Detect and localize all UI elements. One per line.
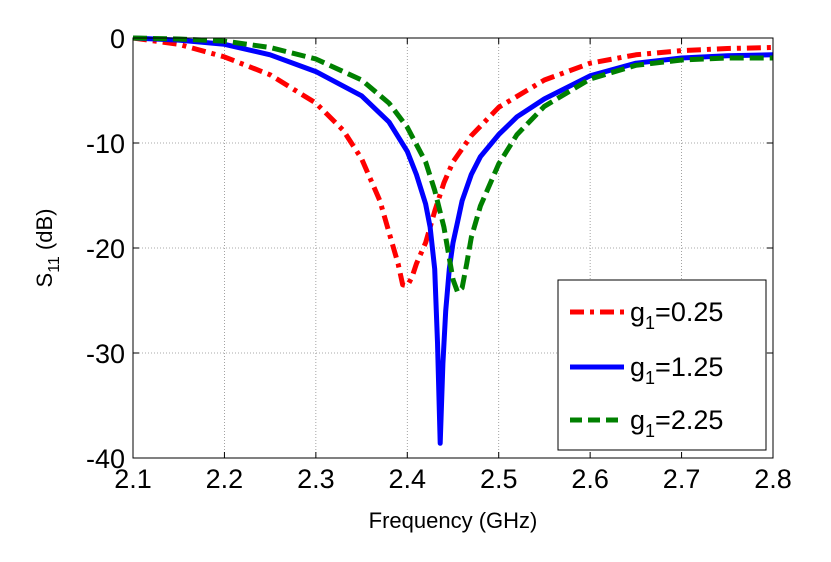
y-axis-label-sub: 11 (46, 256, 63, 273)
x-tick-label-2-3: 2.3 (297, 464, 335, 494)
y-tick-label-40: -40 (86, 444, 125, 474)
legend-label-rest: =1.25 (655, 352, 723, 382)
x-tick-label-2-5: 2.5 (480, 464, 518, 494)
y-tick-label-20: -20 (86, 234, 125, 264)
legend-label-main: g (630, 352, 645, 382)
y-axis-label: S11 (dB) (32, 209, 63, 288)
legend-label-main: g (630, 297, 645, 327)
y-tick-label-10: -10 (86, 129, 125, 159)
series-layer (132, 35, 774, 446)
x-tick-label-2-4: 2.4 (389, 464, 427, 494)
x-tick-label-2-6: 2.6 (571, 464, 609, 494)
legend-label-rest: =2.25 (655, 405, 723, 435)
legend-label-sub: 1 (645, 421, 655, 441)
x-tick-label-2-8: 2.8 (754, 464, 792, 494)
y-tick-label-0: 0 (110, 24, 125, 54)
y-axis-label-rest: (dB) (32, 209, 57, 257)
legend-label-g1-1-25: g1=1.25 (630, 352, 723, 388)
y-axis-label-main: S (32, 273, 57, 288)
x-tick-label-2-1: 2.1 (114, 464, 152, 494)
series-line-g1-0-25 (132, 35, 774, 289)
x-tick-label-2-7: 2.7 (663, 464, 701, 494)
x-axis-label: Frequency (GHz) (369, 508, 538, 533)
legend-label-sub: 1 (645, 368, 655, 388)
x-tick-label-2-2: 2.2 (206, 464, 244, 494)
series-line-g1-2-25 (132, 35, 773, 295)
legend-label-rest: =0.25 (655, 297, 723, 327)
legend-label-g1-2-25: g1=2.25 (630, 405, 723, 441)
legend-label-sub: 1 (645, 313, 655, 333)
legend-label-g1-0-25: g1=0.25 (630, 297, 723, 333)
y-tick-label-30: -30 (86, 339, 125, 369)
tick-layer: 2.1 2.2 2.3 2.4 2.5 2.6 2.7 2.8 0 -10 -20 -30 -40 (86, 24, 792, 494)
legend-label-main: g (630, 405, 645, 435)
legend: g1=0.25 g1=1.25 g1=2.25 (557, 279, 767, 451)
series-line-g1-1-25 (132, 35, 774, 446)
